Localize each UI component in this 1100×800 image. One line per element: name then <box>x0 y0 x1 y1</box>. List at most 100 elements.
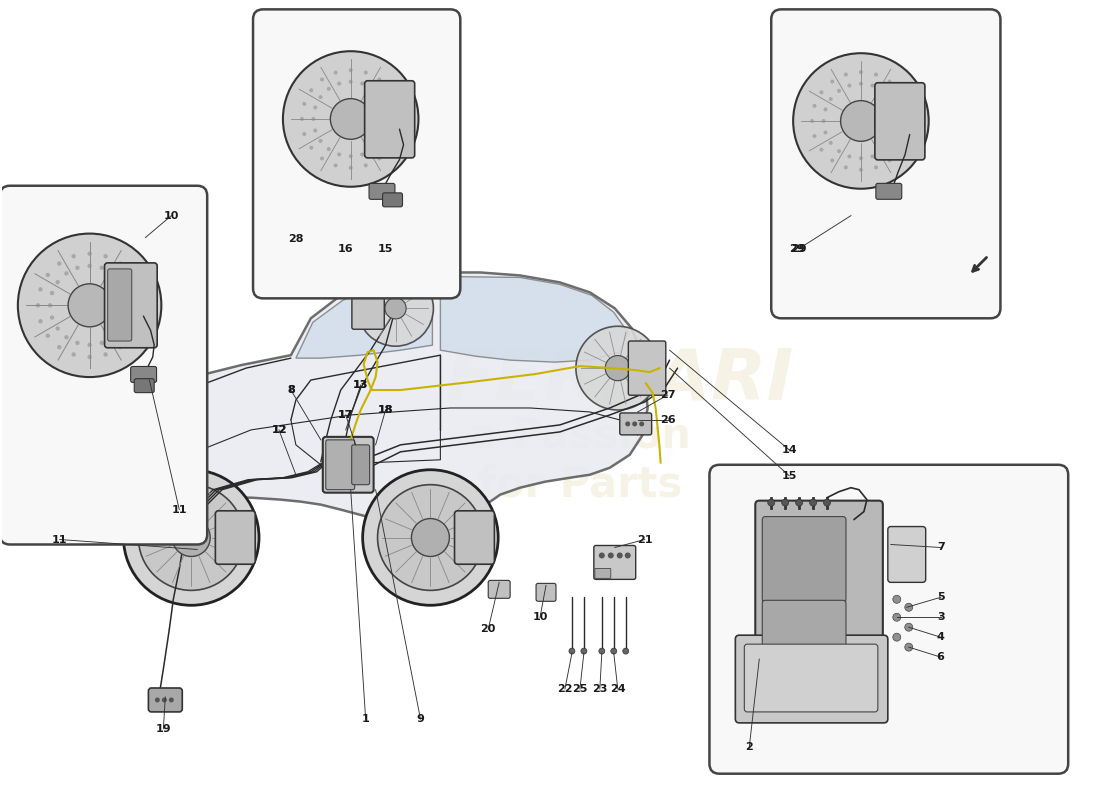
Circle shape <box>905 643 913 651</box>
Circle shape <box>844 166 848 170</box>
Circle shape <box>118 345 122 350</box>
FancyBboxPatch shape <box>326 440 354 490</box>
Circle shape <box>309 88 313 92</box>
Circle shape <box>162 698 167 702</box>
Circle shape <box>64 335 68 339</box>
Text: 10: 10 <box>532 612 548 622</box>
Text: 29: 29 <box>790 243 805 254</box>
Circle shape <box>136 287 141 291</box>
Circle shape <box>36 303 40 307</box>
FancyBboxPatch shape <box>131 366 156 382</box>
Circle shape <box>327 87 331 91</box>
Circle shape <box>377 78 382 82</box>
Circle shape <box>39 319 43 323</box>
Polygon shape <box>117 273 648 579</box>
Circle shape <box>793 54 928 189</box>
Circle shape <box>129 273 133 277</box>
Circle shape <box>358 270 433 346</box>
Circle shape <box>330 98 371 139</box>
Circle shape <box>569 648 575 654</box>
Circle shape <box>100 266 104 270</box>
Circle shape <box>397 117 401 121</box>
Text: 26: 26 <box>660 415 675 425</box>
Circle shape <box>72 254 76 258</box>
Circle shape <box>581 648 587 654</box>
FancyBboxPatch shape <box>352 287 384 330</box>
Circle shape <box>859 168 862 172</box>
Circle shape <box>363 470 498 606</box>
Circle shape <box>45 334 50 338</box>
FancyBboxPatch shape <box>364 81 415 158</box>
Circle shape <box>378 139 383 143</box>
Circle shape <box>319 95 322 99</box>
Circle shape <box>837 89 842 93</box>
Text: 19: 19 <box>155 724 172 734</box>
Circle shape <box>103 352 108 357</box>
Circle shape <box>377 157 382 161</box>
Circle shape <box>309 146 313 150</box>
FancyBboxPatch shape <box>383 193 403 207</box>
Circle shape <box>610 648 617 654</box>
Circle shape <box>639 422 645 426</box>
Text: 17: 17 <box>338 410 353 420</box>
Circle shape <box>136 319 141 323</box>
Text: 18: 18 <box>377 405 394 415</box>
Circle shape <box>39 287 43 291</box>
Circle shape <box>388 146 393 150</box>
Circle shape <box>333 163 338 167</box>
Circle shape <box>847 83 851 87</box>
Circle shape <box>810 119 814 123</box>
Circle shape <box>139 303 143 307</box>
Circle shape <box>338 82 341 86</box>
FancyBboxPatch shape <box>595 569 610 578</box>
Circle shape <box>820 148 824 152</box>
Text: 18: 18 <box>377 405 394 415</box>
Circle shape <box>87 354 91 359</box>
Circle shape <box>837 149 842 153</box>
Circle shape <box>859 156 862 160</box>
Circle shape <box>50 291 54 295</box>
Circle shape <box>173 518 210 557</box>
Text: 5: 5 <box>937 592 945 602</box>
Circle shape <box>126 303 131 307</box>
Text: 4: 4 <box>937 632 945 642</box>
FancyBboxPatch shape <box>736 635 888 723</box>
Circle shape <box>111 335 116 339</box>
Circle shape <box>859 82 862 86</box>
FancyBboxPatch shape <box>454 511 494 564</box>
Text: 10: 10 <box>164 210 179 221</box>
Circle shape <box>75 266 79 270</box>
Circle shape <box>103 254 108 258</box>
Text: 8: 8 <box>287 385 295 395</box>
FancyBboxPatch shape <box>148 688 183 712</box>
Circle shape <box>349 68 353 72</box>
Circle shape <box>118 262 122 266</box>
FancyBboxPatch shape <box>619 413 651 435</box>
Circle shape <box>320 78 324 82</box>
Circle shape <box>168 698 174 702</box>
Circle shape <box>888 79 892 83</box>
Circle shape <box>119 280 123 284</box>
Circle shape <box>899 90 902 94</box>
Circle shape <box>300 117 304 121</box>
Circle shape <box>302 132 306 136</box>
Circle shape <box>333 70 338 74</box>
FancyBboxPatch shape <box>488 580 510 598</box>
FancyBboxPatch shape <box>628 341 666 395</box>
Circle shape <box>768 499 774 506</box>
Circle shape <box>889 141 893 145</box>
Circle shape <box>55 280 59 284</box>
FancyBboxPatch shape <box>216 511 255 564</box>
Text: 17: 17 <box>338 410 353 420</box>
Text: 24: 24 <box>610 684 626 694</box>
Text: 27: 27 <box>660 390 675 400</box>
Circle shape <box>57 262 62 266</box>
Text: 1: 1 <box>362 714 370 724</box>
Text: 20: 20 <box>481 624 496 634</box>
Circle shape <box>828 97 833 101</box>
Circle shape <box>125 315 130 320</box>
Circle shape <box>782 499 789 506</box>
Circle shape <box>820 90 824 94</box>
Circle shape <box>830 79 834 83</box>
FancyBboxPatch shape <box>104 263 157 348</box>
